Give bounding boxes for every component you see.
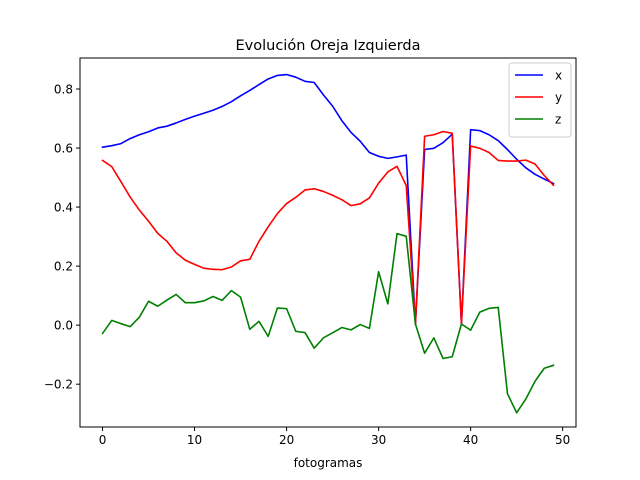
- series-line-x: [101, 73, 555, 325]
- y-tick-label: 0.2: [54, 259, 73, 273]
- series-line-z: [101, 232, 555, 414]
- legend-label-y: y: [555, 90, 562, 104]
- x-axis: 0 10 20 30 40 50: [99, 427, 570, 447]
- x-axis-label: fotogramas: [294, 456, 363, 470]
- y-tick-label: 0.8: [54, 82, 73, 96]
- plot-frame: [79, 57, 577, 428]
- legend: xyz: [508, 62, 572, 138]
- y-tick-label: −0.2: [44, 377, 73, 391]
- x-tick-label: 40: [463, 433, 478, 447]
- x-tick-label: 20: [279, 433, 294, 447]
- y-tick-label: 0.6: [54, 141, 73, 155]
- y-tick-label: 0.0: [54, 318, 73, 332]
- chart-title: Evolución Oreja Izquierda: [235, 38, 420, 54]
- x-tick-label: 0: [99, 433, 107, 447]
- y-tick-label: 0.4: [54, 200, 73, 214]
- series-line-y: [101, 130, 555, 325]
- series-layer: [101, 73, 555, 414]
- x-tick-label: 30: [371, 433, 386, 447]
- legend-label-z: z: [555, 112, 561, 126]
- x-tick-label: 10: [187, 433, 202, 447]
- x-tick-label: 50: [555, 433, 570, 447]
- y-axis: −0.2 0.0 0.2 0.4 0.6 0.8: [44, 82, 80, 391]
- legend-label-x: x: [555, 68, 562, 82]
